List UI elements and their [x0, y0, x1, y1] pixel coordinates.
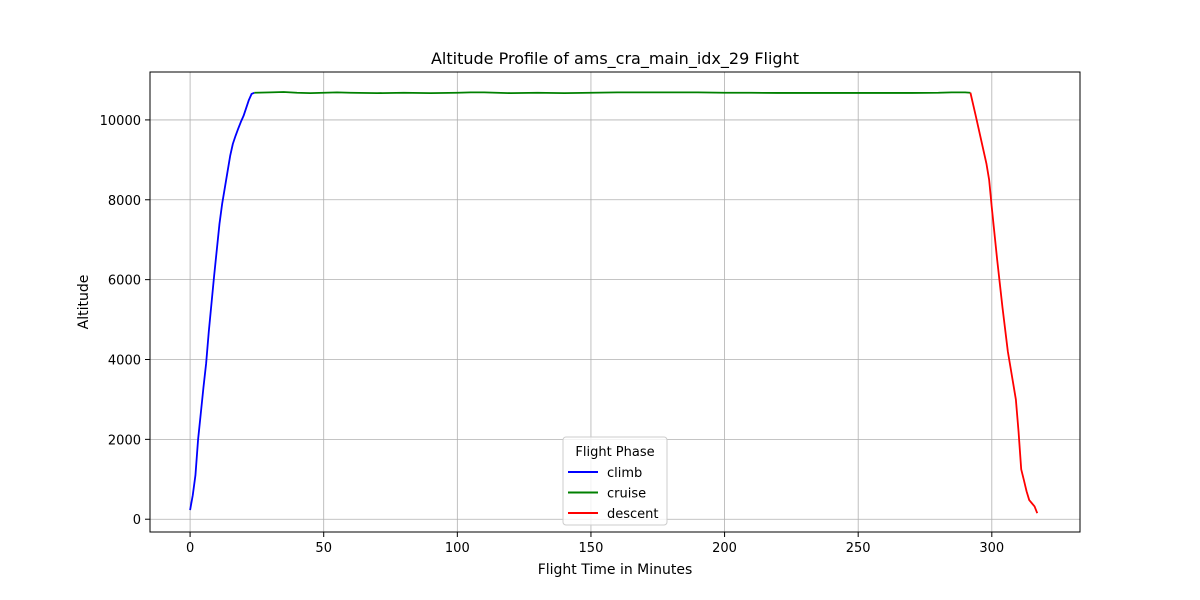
x-axis-label: Flight Time in Minutes — [538, 562, 693, 578]
x-tick-label: 300 — [979, 541, 1004, 556]
legend-label-climb: climb — [607, 466, 642, 481]
legend-label-descent: descent — [607, 507, 659, 522]
y-tick-label: 10000 — [100, 114, 141, 129]
series-line-climb — [189, 91, 255, 511]
y-tick-label: 6000 — [108, 274, 141, 289]
grid — [150, 72, 1080, 532]
x-tick-label: 250 — [846, 541, 871, 556]
legend: Flight Phase climb cruise descent — [562, 436, 668, 526]
x-tick-label: 100 — [445, 541, 470, 556]
y-axis-label: Altitude — [76, 275, 92, 330]
y-tick-label: 4000 — [108, 354, 141, 369]
y-tick-label: 2000 — [108, 433, 141, 448]
series-layer — [189, 91, 1039, 514]
legend-entries: climb cruise descent — [568, 466, 659, 522]
x-axis: 0 50 100 150 200 250 300 — [186, 532, 1004, 556]
y-tick-label: 8000 — [108, 194, 141, 209]
legend-title: Flight Phase — [575, 445, 654, 460]
chart-title: Altitude Profile of ams_cra_main_idx_29 … — [431, 49, 799, 69]
y-axis: 0 2000 4000 6000 8000 10000 — [100, 114, 150, 528]
x-tick-label: 50 — [315, 541, 332, 556]
plot-frame — [149, 71, 1081, 533]
legend-box — [562, 436, 668, 526]
x-tick-label: 150 — [579, 541, 604, 556]
series-line-cruise — [254, 91, 971, 95]
legend-label-cruise: cruise — [607, 487, 646, 502]
y-tick-label: 0 — [133, 513, 141, 528]
series-line-descent — [969, 92, 1039, 514]
x-tick-label: 200 — [712, 541, 737, 556]
x-tick-label: 0 — [186, 541, 194, 556]
